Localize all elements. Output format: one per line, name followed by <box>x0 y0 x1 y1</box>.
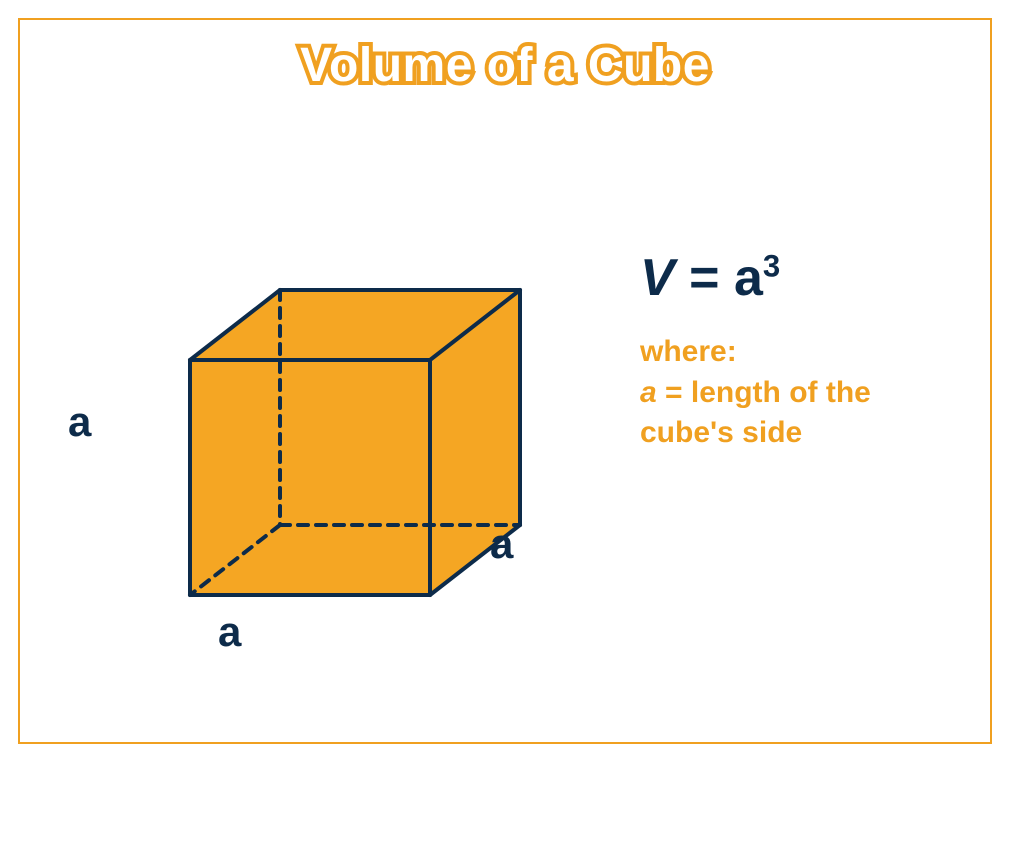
volume-formula: V = a3 <box>640 248 780 308</box>
edge-label-right: a <box>490 520 513 568</box>
edge-label-left: a <box>68 398 91 446</box>
variable-definition: a = length of the cube's side <box>640 373 960 454</box>
formula-exponent: 3 <box>763 249 780 284</box>
page-title: Volume of a Cube Volume of a Cube <box>0 38 1010 93</box>
variable-meaning: = length of the cube's side <box>640 376 871 450</box>
formula-body: = a <box>689 249 763 307</box>
title-fill: Volume of a Cube <box>300 39 710 92</box>
where-label: where: <box>640 332 960 373</box>
variable-name: a <box>640 376 657 409</box>
formula-variable: V <box>640 249 675 307</box>
cube-diagram <box>80 150 600 670</box>
edge-label-bottom: a <box>218 608 241 656</box>
formula-description: where: a = length of the cube's side <box>640 332 960 454</box>
